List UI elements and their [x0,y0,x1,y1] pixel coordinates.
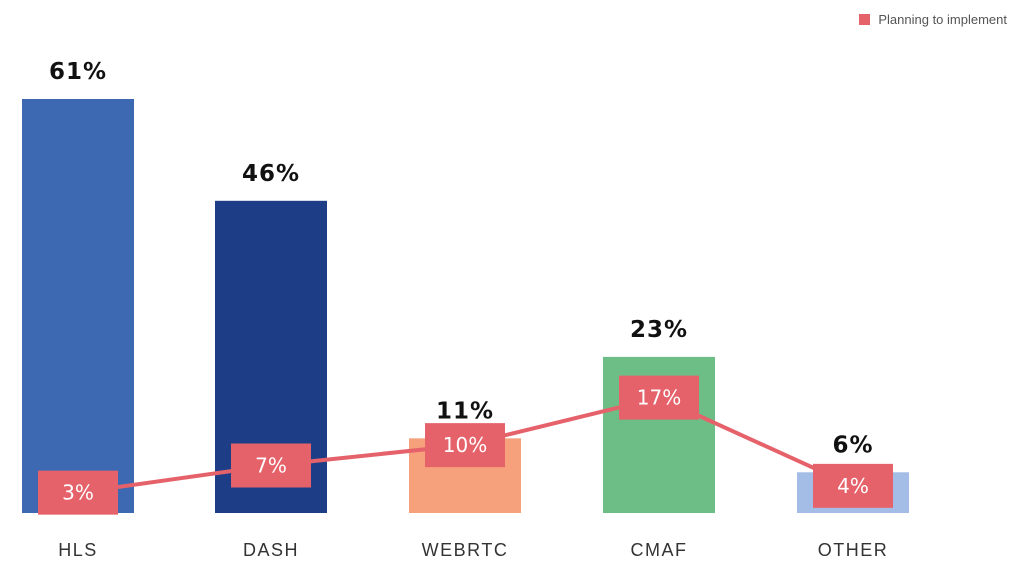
line-point-box-other [813,463,893,508]
bar-value-label-cmaf: 23% [630,317,688,343]
bar-value-label-other: 6% [832,432,873,458]
line-point-box-dash [231,443,311,488]
legend-label: Planning to implement [878,12,1007,27]
x-tick-label-cmaf: CMAF [631,540,688,560]
line-point-label-dash: 7% [255,453,287,477]
line-point-label-cmaf: 17% [637,386,681,410]
x-tick-label-other: OTHER [818,540,889,560]
x-tick-label-dash: DASH [243,540,299,560]
bar-value-label-webrtc: 11% [436,398,494,424]
legend: Planning to implement [859,12,1007,27]
legend-swatch [859,14,871,25]
x-tick-label-webrtc: WEBRTC [422,540,509,560]
line-point-box-webrtc [425,423,505,468]
line-point-box-cmaf [619,375,699,420]
bar-hls [22,99,134,513]
bar-value-label-hls: 61% [49,59,107,85]
line-point-label-webrtc: 10% [443,433,487,457]
bar-value-label-dash: 46% [242,161,300,187]
line-point-label-other: 4% [837,474,869,498]
line-point-box-hls [38,470,118,515]
line-point-label-hls: 3% [62,481,94,505]
x-tick-label-hls: HLS [58,540,98,560]
